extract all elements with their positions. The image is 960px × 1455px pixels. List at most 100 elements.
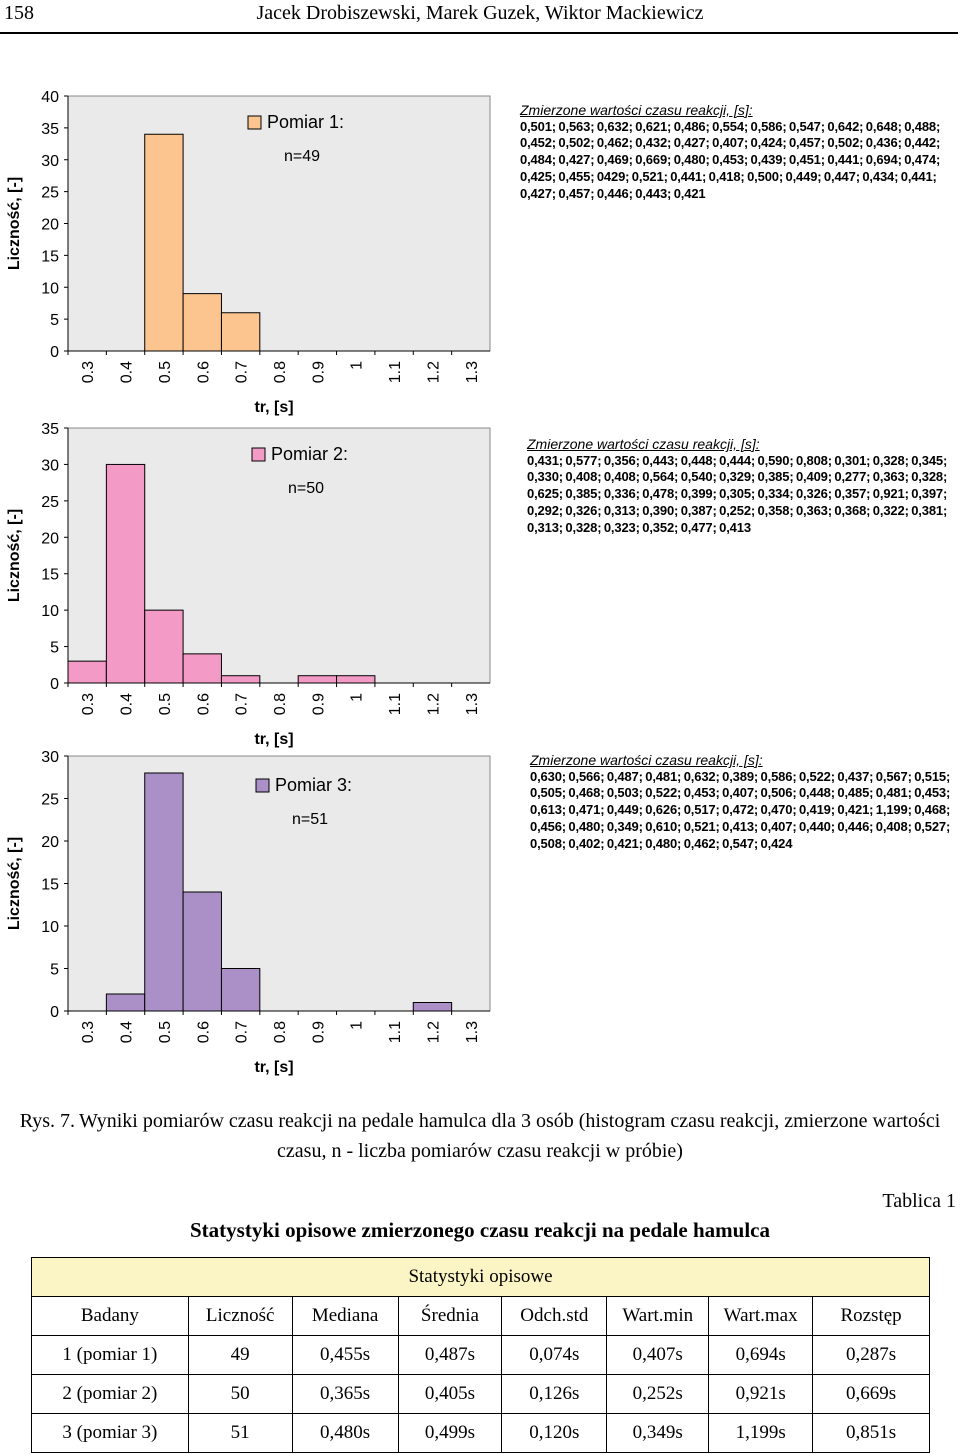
- histogram-bar: [182, 293, 222, 352]
- column-header: Średnia: [397, 1296, 503, 1336]
- measured-values-panel-1: Zmierzone wartości czasu reakcji, [s]: 0…: [520, 102, 952, 202]
- statistics-table: Statystyki opisowe Badany Liczność Media…: [31, 1257, 930, 1453]
- legend-label: Pomiar 3:: [275, 775, 352, 795]
- x-tick-label: 0.5: [157, 1021, 174, 1043]
- page-number: 158: [4, 2, 34, 24]
- table-cell: 0,480s: [291, 1413, 399, 1453]
- header-rule: [0, 32, 958, 34]
- table-cell: 1 (pomiar 1): [31, 1335, 189, 1375]
- x-tick-label: 0.7: [234, 361, 251, 383]
- histogram-bar: [297, 675, 338, 684]
- x-tick-label: 1.1: [387, 361, 404, 383]
- table-cell: 0,407s: [606, 1335, 710, 1375]
- legend-swatch: [247, 115, 262, 130]
- table-cell: 3 (pomiar 3): [31, 1413, 189, 1453]
- y-axis-title: Liczność, [-]: [6, 837, 23, 930]
- y-tick-label: 0: [50, 676, 59, 693]
- histogram-bar: [412, 1002, 453, 1012]
- x-tick-label: 1: [349, 1021, 366, 1030]
- measured-values-title: Zmierzone wartości czasu reakcji, [s]:: [527, 436, 760, 452]
- column-header: Badany: [31, 1296, 189, 1336]
- y-tick-label: 15: [41, 248, 59, 265]
- histogram-bar: [220, 968, 261, 1012]
- table-cell: 0,120s: [501, 1413, 608, 1453]
- x-tick-label: 0.3: [80, 693, 97, 715]
- legend-label: Pomiar 1:: [267, 112, 344, 132]
- y-tick-label: 20: [41, 530, 59, 547]
- x-tick-label: 1.2: [425, 693, 442, 715]
- running-header-authors: Jacek Drobiszewski, Marek Guzek, Wiktor …: [256, 2, 704, 24]
- y-tick-label: 0: [50, 1004, 59, 1021]
- x-tick-label: 1.3: [464, 1021, 481, 1043]
- histogram-bar: [336, 675, 376, 684]
- legend-swatch: [255, 778, 270, 793]
- table-cell: 0,126s: [501, 1374, 608, 1414]
- measured-values-title: Zmierzone wartości czasu reakcji, [s]:: [520, 102, 753, 118]
- table-cell: 0,405s: [397, 1374, 503, 1414]
- x-tick-label: 0.3: [80, 361, 97, 383]
- histogram-pomiar-1: 0 5 10 15 20 25 30 35 40 0.3 0.4 0.5 0.6 0.7 0.8 0.9 1 1.…: [6, 89, 491, 416]
- column-header: Mediana: [291, 1296, 399, 1336]
- y-tick-label: 35: [41, 421, 59, 438]
- x-tick-label: 0.7: [234, 693, 251, 715]
- y-tick-label: 0: [50, 344, 59, 361]
- plot-area: [67, 755, 491, 1012]
- x-tick-label: 0.9: [310, 1021, 327, 1043]
- y-tick-label: 35: [41, 121, 59, 138]
- table-cell: 0,287s: [812, 1335, 930, 1375]
- histogram-bar: [67, 660, 107, 684]
- table-row: 3 (pomiar 3) 51 0,480s 0,499s 0,120s 0,3…: [31, 1413, 930, 1453]
- table-row: 1 (pomiar 1) 49 0,455s 0,487s 0,074s 0,4…: [31, 1335, 930, 1375]
- legend-swatch: [251, 447, 266, 462]
- y-tick-label: 30: [41, 153, 59, 170]
- measured-values-panel-3: Zmierzone wartości czasu reakcji, [s]: 0…: [530, 752, 960, 852]
- x-tick-label: 0.6: [195, 361, 212, 383]
- x-axis-title: tr, [s]: [254, 399, 293, 416]
- table-cell: 0,499s: [397, 1413, 503, 1453]
- x-tick-label: 0.6: [195, 1021, 212, 1043]
- table-header-row: Badany Liczność Mediana Średnia Odch.std…: [31, 1296, 930, 1336]
- figure-caption-label: Rys. 7.: [19, 1110, 76, 1132]
- y-tick-label: 15: [41, 567, 59, 584]
- histogram-bar: [144, 772, 184, 1012]
- x-tick-label: 1.1: [387, 1021, 404, 1043]
- y-tick-label: 10: [41, 603, 59, 620]
- y-tick-label: 5: [50, 312, 59, 329]
- histogram-bar: [144, 133, 184, 352]
- histogram-bar: [182, 653, 222, 684]
- histogram-bar: [105, 463, 146, 684]
- table-cell: 0,669s: [812, 1374, 930, 1414]
- table-cell: 0,921s: [708, 1374, 814, 1414]
- column-header: Wart.min: [606, 1296, 710, 1336]
- table-cell: 0,694s: [708, 1335, 814, 1375]
- x-tick-label: 0.5: [157, 361, 174, 383]
- table-cell: 1,199s: [708, 1413, 814, 1453]
- histogram-bar: [220, 675, 261, 684]
- y-tick-label: 25: [41, 792, 59, 809]
- histogram-bar: [182, 891, 222, 1012]
- x-tick-label: 0.8: [272, 1021, 289, 1043]
- y-tick-label: 5: [50, 640, 59, 657]
- histogram-pomiar-2: 0 5 10 15 20 25 30 35 0.3 0.4 0.5 0.6 0.7 0.8 0.9 1 1.1 1…: [6, 421, 491, 748]
- y-tick-label: 30: [41, 457, 59, 474]
- table-cell: 2 (pomiar 2): [31, 1374, 189, 1414]
- y-tick-label: 25: [41, 185, 59, 202]
- x-tick-label: 0.9: [310, 361, 327, 383]
- y-tick-label: 10: [41, 919, 59, 936]
- table-cell: 0,487s: [397, 1335, 503, 1375]
- y-tick-label: 20: [41, 217, 59, 234]
- table-title: Statystyki opisowe zmierzonego czasu rea…: [190, 1218, 770, 1242]
- y-tick-label: 20: [41, 834, 59, 851]
- y-tick-label: 30: [41, 749, 59, 766]
- y-axis-title: Liczność, [-]: [6, 509, 23, 602]
- x-tick-label: 0.3: [80, 1021, 97, 1043]
- table-cell: 0,252s: [606, 1374, 710, 1414]
- column-header: Odch.std: [501, 1296, 608, 1336]
- table-cell: 0,365s: [291, 1374, 399, 1414]
- x-tick-label: 1.2: [425, 1021, 442, 1043]
- column-header: Wart.max: [708, 1296, 814, 1336]
- measured-values-panel-2: Zmierzone wartości czasu reakcji, [s]: 0…: [527, 436, 959, 536]
- measured-values-list: 0,431; 0,577; 0,356; 0,443; 0,448; 0,444…: [527, 452, 948, 535]
- y-tick-label: 10: [41, 280, 59, 297]
- table-cell: 51: [187, 1413, 293, 1453]
